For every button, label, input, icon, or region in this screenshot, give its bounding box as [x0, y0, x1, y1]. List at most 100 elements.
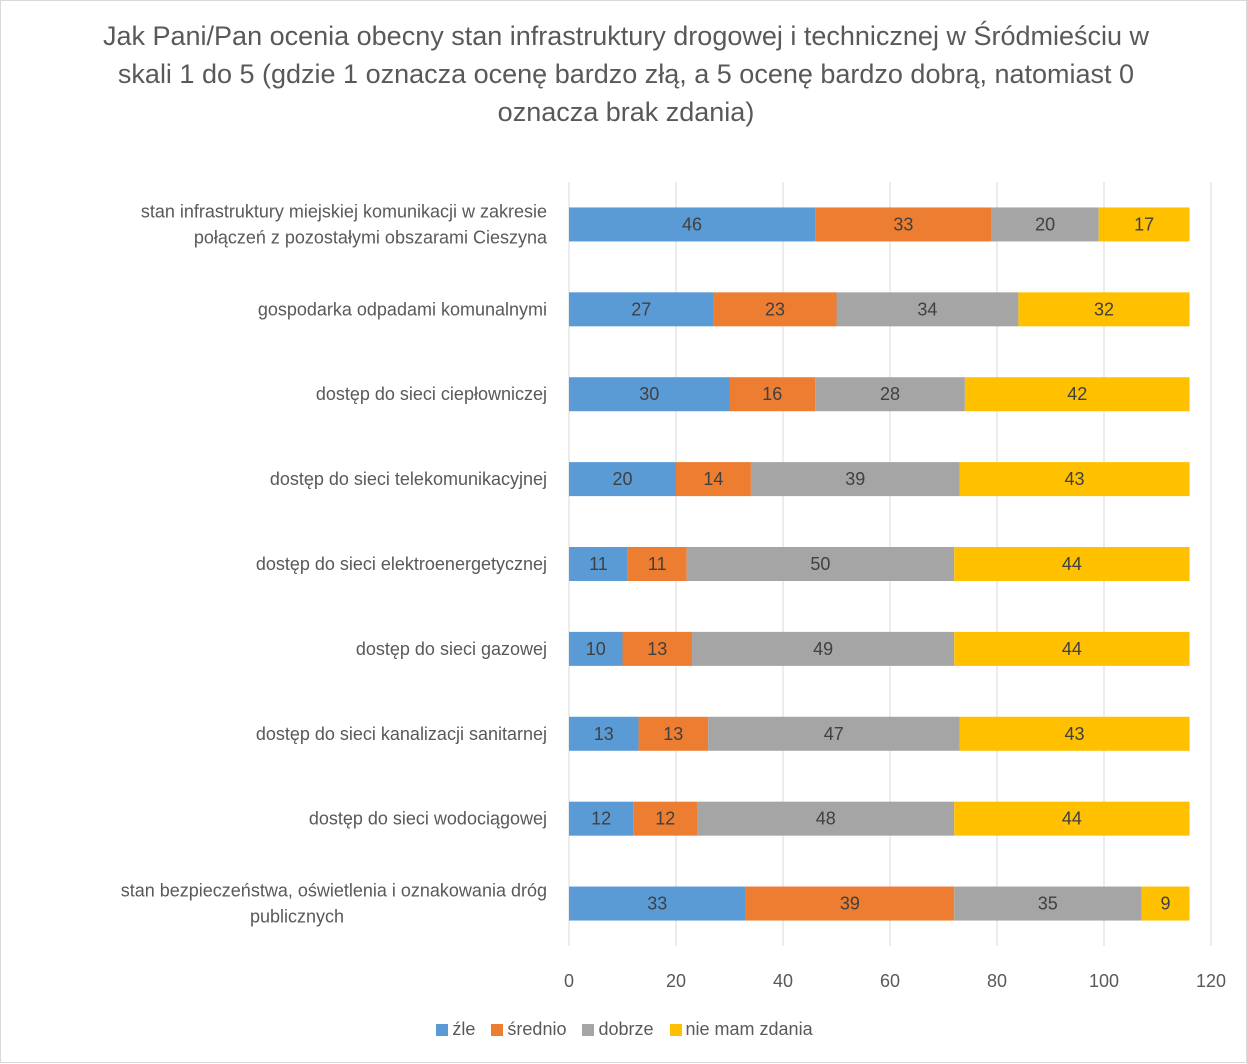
bar-segment-2: [638, 716, 709, 751]
bar-data-label: 12: [591, 809, 611, 829]
bar-segment-1: [569, 292, 714, 327]
legend-swatch: [436, 1023, 449, 1036]
legend-swatch: [491, 1023, 504, 1036]
bar-segment-1: [569, 801, 634, 836]
category-label: dostęp do sieci elektroenergetycznej: [256, 554, 547, 574]
bar-segment-2: [676, 462, 751, 497]
bar-segment-3: [954, 886, 1142, 921]
bar-segment-2: [729, 377, 816, 412]
bar-segment-2: [622, 631, 693, 666]
category-label: stan infrastruktury miejskiej komunikacj…: [141, 201, 548, 247]
legend-item: nie mam zdania: [669, 1019, 813, 1040]
bar-segment-3: [750, 462, 960, 497]
bar-segment-1: [569, 886, 746, 921]
bar-data-label: 10: [586, 639, 606, 659]
bar-segment-2: [713, 292, 837, 327]
bar-segment-2: [815, 207, 992, 242]
chart-title: Jak Pani/Pan ocenia obecny stan infrastr…: [102, 21, 1149, 127]
bar-data-label: 28: [880, 384, 900, 404]
legend-label: średnio: [507, 1019, 567, 1039]
bar-data-label: 13: [647, 639, 667, 659]
bar-segment-4: [954, 631, 1190, 666]
bar-segment-3: [991, 207, 1099, 242]
bar-segment-1: [569, 377, 730, 412]
x-tick-label: 40: [773, 971, 793, 991]
x-tick-label: 20: [666, 971, 686, 991]
bar-data-label: 12: [655, 809, 675, 829]
bar-segment-4: [1141, 886, 1190, 921]
bar-data-label: 39: [840, 894, 860, 914]
bar-data-label: 50: [810, 554, 830, 574]
bar-data-label: 13: [663, 724, 683, 744]
bar-data-label: 44: [1062, 554, 1082, 574]
legend: źle średnio dobrze nie mam zdania: [1, 1019, 1247, 1040]
bar-data-label: 20: [612, 469, 632, 489]
bar-data-label: 48: [816, 809, 836, 829]
x-tick-label: 60: [880, 971, 900, 991]
bar-data-label: 35: [1038, 894, 1058, 914]
bar-segment-3: [686, 547, 955, 581]
bar-segment-3: [708, 716, 960, 751]
bar-segment-2: [633, 801, 698, 836]
bar-segment-1: [569, 631, 623, 666]
bar-segment-3: [692, 631, 955, 666]
bar-data-label: 47: [824, 724, 844, 744]
bar-segment-4: [1098, 207, 1190, 242]
bar-data-label: 44: [1062, 639, 1082, 659]
x-tick-label: 0: [564, 971, 574, 991]
bar-data-label: 20: [1035, 214, 1055, 234]
bar-data-label: 43: [1065, 469, 1085, 489]
bar-data-label: 32: [1094, 299, 1114, 319]
bar-segment-1: [569, 547, 628, 581]
bar-segment-3: [815, 377, 965, 412]
category-label: dostęp do sieci ciepłowniczej: [316, 384, 547, 404]
bar-data-label: 16: [762, 384, 782, 404]
bar-data-label: 34: [917, 299, 937, 319]
bar-segment-4: [1018, 292, 1190, 327]
bar-data-label: 13: [594, 724, 614, 744]
legend-item: średnio: [491, 1019, 566, 1040]
bar-segment-1: [569, 716, 639, 751]
bar-data-label: 43: [1065, 724, 1085, 744]
x-tick-label: 80: [987, 971, 1007, 991]
category-label: dostęp do sieci gazowej: [356, 639, 547, 659]
bar-data-label: 14: [703, 469, 723, 489]
legend-swatch: [669, 1023, 682, 1036]
legend-swatch: [582, 1023, 595, 1036]
category-label: dostęp do sieci wodociągowej: [309, 809, 547, 829]
bar-data-label: 11: [648, 554, 667, 574]
bar-segment-2: [745, 886, 955, 921]
legend-item: dobrze: [582, 1019, 654, 1040]
bar-data-label: 23: [765, 299, 785, 319]
bar-data-label: 33: [647, 894, 667, 914]
bar-data-label: 44: [1062, 809, 1082, 829]
bar-data-label: 39: [845, 469, 865, 489]
bar-segment-4: [964, 377, 1190, 412]
bar-data-label: 9: [1161, 894, 1171, 914]
bar-segment-4: [954, 547, 1190, 581]
bar-segment-1: [569, 462, 676, 497]
x-tick-label: 100: [1089, 971, 1119, 991]
bar-segment-4: [959, 716, 1190, 751]
legend-item: źle: [436, 1019, 475, 1040]
bar-data-label: 42: [1067, 384, 1087, 404]
bar-segment-3: [836, 292, 1019, 327]
bar-segment-4: [954, 801, 1190, 836]
bar-segment-2: [627, 547, 687, 581]
legend-label: dobrze: [598, 1019, 654, 1039]
bar-data-label: 46: [682, 214, 702, 234]
x-tick-label: 120: [1196, 971, 1226, 991]
bar-segment-4: [959, 462, 1190, 497]
category-label: dostęp do sieci kanalizacji sanitarnej: [256, 724, 547, 744]
bar-data-label: 30: [639, 384, 659, 404]
category-label: dostęp do sieci telekomunikacyjnej: [270, 469, 547, 489]
bar-segment-1: [569, 207, 816, 242]
bar-data-label: 11: [589, 554, 608, 574]
legend-label: źle: [452, 1019, 476, 1039]
bar-data-label: 49: [813, 639, 833, 659]
bar-data-label: 33: [893, 214, 913, 234]
category-label: stan bezpieczeństwa, oświetlenia i oznak…: [121, 881, 547, 927]
legend-label: nie mam zdania: [685, 1019, 813, 1039]
